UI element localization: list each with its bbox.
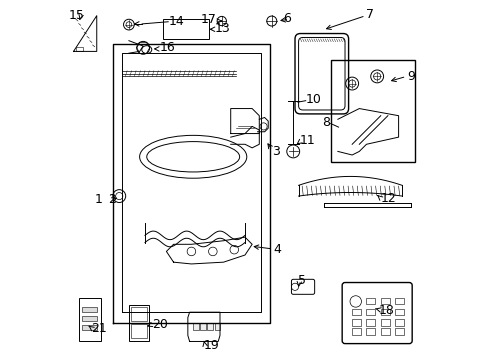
Bar (352, 328, 361, 335)
Text: 15: 15 (68, 9, 84, 22)
Text: 3: 3 (272, 145, 280, 158)
Bar (381, 309, 390, 315)
Text: 4: 4 (273, 243, 281, 256)
Bar (367, 328, 375, 335)
Bar (163, 19, 209, 39)
Text: 19: 19 (204, 338, 220, 351)
Bar (395, 328, 404, 335)
Bar (82, 316, 98, 321)
Bar (367, 319, 375, 326)
Bar (367, 309, 375, 315)
Bar (381, 298, 390, 304)
Bar (79, 298, 101, 341)
Text: 8: 8 (322, 116, 330, 129)
FancyBboxPatch shape (342, 283, 412, 343)
Text: 2: 2 (109, 193, 117, 206)
Bar (76, 47, 83, 51)
Bar (352, 319, 361, 326)
Polygon shape (167, 237, 252, 264)
Bar (131, 307, 147, 321)
Text: 14: 14 (168, 14, 184, 27)
Text: 7: 7 (367, 9, 374, 22)
Text: 10: 10 (306, 93, 321, 106)
Bar (381, 328, 390, 335)
Bar (215, 323, 220, 330)
Bar (395, 319, 404, 326)
Bar (367, 298, 375, 304)
Bar (395, 309, 404, 315)
Bar (395, 298, 404, 304)
Text: 16: 16 (159, 41, 175, 54)
Polygon shape (74, 16, 97, 51)
Bar (82, 307, 98, 312)
Bar (193, 323, 198, 330)
Text: 18: 18 (379, 303, 395, 316)
Bar (381, 319, 390, 326)
Text: 20: 20 (152, 318, 168, 331)
Text: 11: 11 (299, 134, 315, 147)
Text: 12: 12 (381, 192, 396, 205)
Bar (207, 323, 213, 330)
Text: 13: 13 (215, 22, 230, 35)
Text: 21: 21 (91, 323, 106, 336)
Text: 6: 6 (284, 12, 292, 25)
Bar (131, 324, 147, 338)
Text: 5: 5 (298, 274, 306, 287)
Bar (200, 323, 206, 330)
Text: 17: 17 (200, 13, 217, 27)
Text: 1: 1 (94, 193, 102, 206)
Bar (129, 305, 148, 341)
Bar (331, 60, 415, 162)
Bar (82, 325, 98, 330)
Text: 9: 9 (407, 70, 415, 83)
Bar (352, 309, 361, 315)
